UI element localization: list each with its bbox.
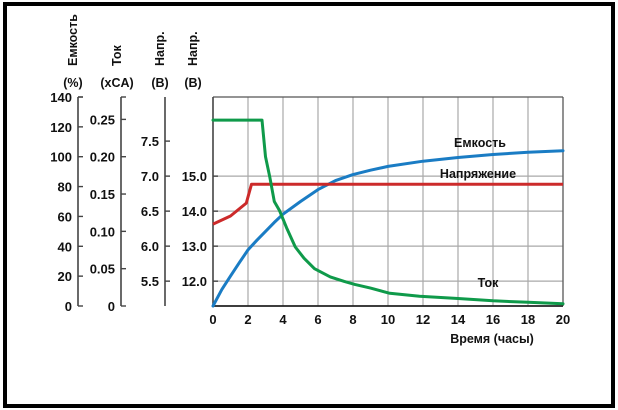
current-tick-label: 0.25 bbox=[90, 112, 115, 127]
capacity-axis-title: Емкость bbox=[66, 14, 80, 66]
volt12-tick-label: 13.0 bbox=[182, 239, 207, 254]
x-tick-label: 2 bbox=[244, 312, 251, 327]
capacity-tick-label: 60 bbox=[58, 209, 72, 224]
current-tick-label: 0.20 bbox=[90, 150, 115, 165]
capacity-tick-label: 40 bbox=[58, 239, 72, 254]
volt6-axis-title: Напр. bbox=[153, 31, 167, 66]
grid bbox=[213, 96, 564, 306]
volt6-tick-label: 7.0 bbox=[141, 169, 159, 184]
volt12-tick-label: 15.0 bbox=[182, 169, 207, 184]
x-tick-label: 14 bbox=[451, 312, 466, 327]
volt12-axis-unit: (В) bbox=[184, 76, 201, 90]
capacity-tick-label: 80 bbox=[58, 180, 72, 195]
volt12-tick-label: 12.0 bbox=[182, 274, 207, 289]
volt6-tick-label: 6.0 bbox=[141, 239, 159, 254]
current-axis-unit: (xCA) bbox=[100, 76, 133, 90]
series-annotation: Емкость bbox=[454, 136, 506, 150]
capacity-tick-label: 100 bbox=[50, 150, 72, 165]
series-annotation: Ток bbox=[478, 276, 499, 290]
current-tick-label: 0.10 bbox=[90, 224, 115, 239]
volt6-axis-unit: (В) bbox=[151, 76, 168, 90]
current-tick-label: 0 bbox=[108, 299, 115, 314]
x-tick-label: 12 bbox=[416, 312, 430, 327]
volt6-tick-label: 7.5 bbox=[141, 134, 159, 149]
x-tick-label: 0 bbox=[209, 312, 216, 327]
chart-frame bbox=[3, 2, 615, 408]
capacity-tick-label: 140 bbox=[50, 90, 72, 105]
capacity-axis-unit: (%) bbox=[63, 76, 82, 90]
x-tick-label: 10 bbox=[381, 312, 395, 327]
series-line-current bbox=[211, 118, 565, 306]
volt12-axis-title: Напр. bbox=[186, 31, 200, 66]
capacity-tick-label: 0 bbox=[65, 299, 72, 314]
series-line-volt12 bbox=[212, 182, 563, 226]
volt6-tick-label: 6.5 bbox=[141, 204, 159, 219]
x-tick-label: 16 bbox=[486, 312, 500, 327]
x-axis-label: Время (часы) bbox=[450, 332, 534, 346]
capacity-tick-label: 20 bbox=[58, 269, 72, 284]
x-tick-label: 6 bbox=[314, 312, 321, 327]
x-tick-label: 4 bbox=[279, 312, 287, 327]
series-lines bbox=[211, 118, 565, 308]
current-tick-label: 0.05 bbox=[90, 262, 115, 277]
capacity-tick-label: 120 bbox=[50, 120, 72, 135]
x-tick-label: 20 bbox=[556, 312, 570, 327]
current-tick-label: 0.15 bbox=[90, 187, 115, 202]
axes bbox=[77, 96, 563, 307]
x-tick-label: 8 bbox=[349, 312, 356, 327]
volt6-tick-label: 5.5 bbox=[141, 274, 159, 289]
labels: 0 2 4 6 8 10 12 14 16 18 20 Время (часы) 0 20 40 60 80 10… bbox=[50, 14, 570, 346]
x-tick-label: 18 bbox=[521, 312, 535, 327]
current-axis-title: Ток bbox=[110, 45, 124, 66]
series-line-capacity bbox=[211, 149, 565, 308]
series-annotation: Напряжение bbox=[440, 167, 516, 181]
volt12-tick-label: 14.0 bbox=[182, 204, 207, 219]
